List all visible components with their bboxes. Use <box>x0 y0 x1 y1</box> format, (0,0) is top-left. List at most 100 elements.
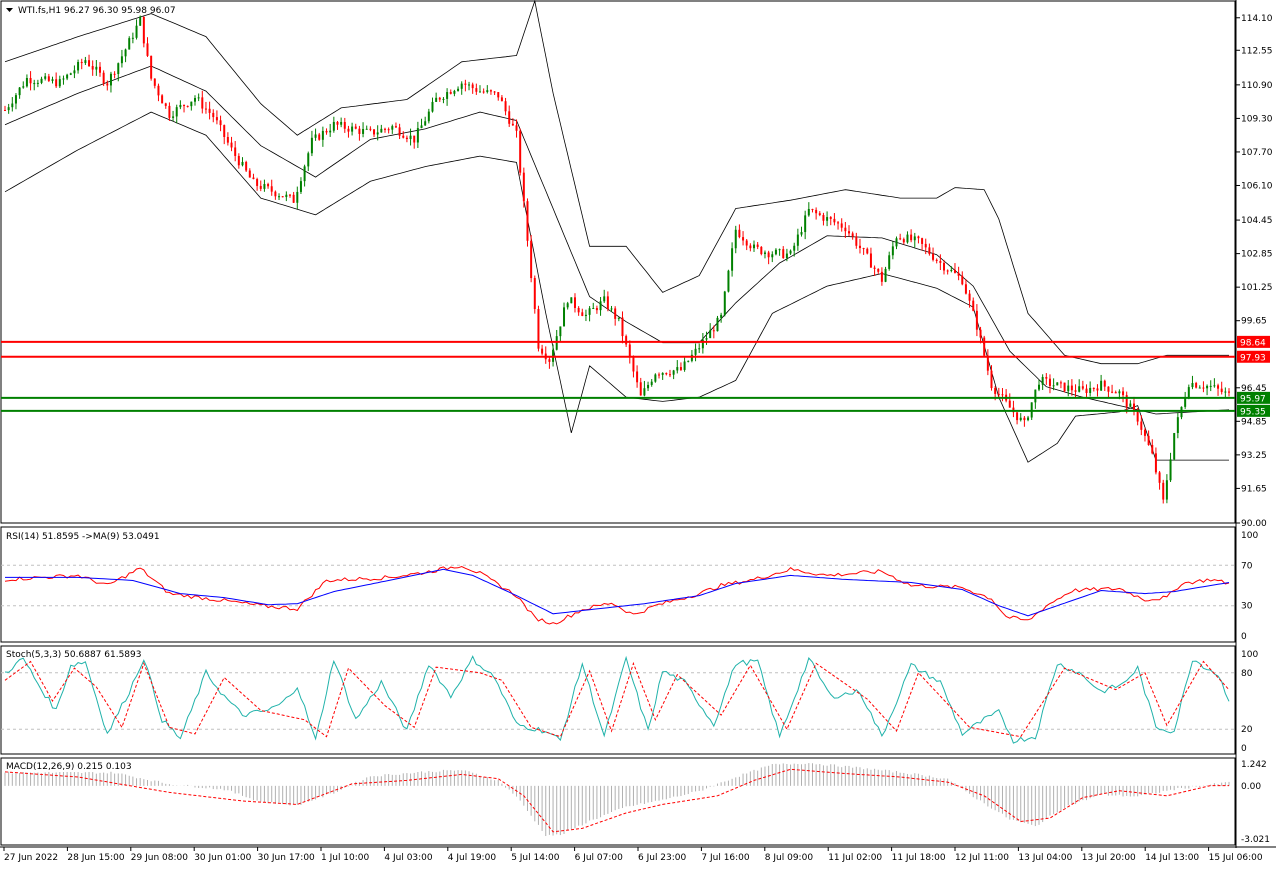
time-tick-label: 4 Jul 03:00 <box>384 853 433 863</box>
candle-bull <box>1198 387 1201 389</box>
candle-bull <box>1129 403 1132 407</box>
candle-bull <box>763 252 766 255</box>
candle-bull <box>588 308 591 315</box>
candle-bear <box>932 253 935 260</box>
price-tick-label: 114.10 <box>1241 14 1273 24</box>
candle-bull <box>683 361 686 370</box>
candle-bull <box>617 317 620 319</box>
candle-bull <box>453 90 456 94</box>
candle-bull <box>913 236 916 241</box>
candle-bull <box>807 208 810 216</box>
candle-bull <box>124 49 127 57</box>
candle-bear <box>855 236 858 246</box>
candle-bull <box>1052 385 1055 387</box>
macd-axis-label: 0.00 <box>1241 782 1261 792</box>
candle-bear <box>405 137 408 140</box>
dropdown-triangle-icon[interactable] <box>6 8 13 12</box>
candle-bull <box>263 184 266 189</box>
candle-bear <box>1158 472 1161 483</box>
candle-bear <box>665 372 668 375</box>
candle-bear <box>475 88 478 92</box>
candle-bull <box>40 78 43 83</box>
candle-bear <box>679 367 682 370</box>
price-tick-label: 93.25 <box>1241 451 1267 461</box>
candle-bull <box>457 88 460 91</box>
candle-bull <box>1089 387 1092 394</box>
candle-bull <box>296 191 299 203</box>
candle-bull <box>1224 391 1227 393</box>
candle-bear <box>4 110 6 112</box>
candle-bull <box>778 249 781 251</box>
candle-bear <box>844 227 847 232</box>
candle-bull <box>190 101 193 107</box>
candle-bull <box>610 308 613 310</box>
rsi-axis-label: 100 <box>1241 531 1258 541</box>
candle-bear <box>394 126 397 128</box>
candle-bear <box>1217 385 1220 389</box>
candle-bear <box>541 348 544 354</box>
candle-bear <box>829 217 832 219</box>
candle-bear <box>226 136 229 143</box>
candle-bear <box>102 72 105 84</box>
time-tick-label: 15 Jul 06:00 <box>1209 853 1263 863</box>
candle-bear <box>325 130 328 133</box>
candle-bull <box>731 248 734 271</box>
stoch-axis-label: 100 <box>1241 650 1258 660</box>
rsi-ma-line <box>5 568 1230 617</box>
candle-bull <box>1180 406 1183 418</box>
candle-bear <box>968 293 971 301</box>
candle-bull <box>62 78 65 80</box>
candle-bear <box>1143 429 1146 436</box>
candle-bull <box>774 249 777 255</box>
candle-bull <box>18 87 21 96</box>
candle-bear <box>471 84 474 89</box>
candle-bear <box>972 300 975 311</box>
candle-bull <box>332 121 335 131</box>
candle-bear <box>91 66 94 70</box>
candle-bear <box>1016 412 1019 421</box>
candle-bear <box>848 231 851 234</box>
price-tick-label: 102.85 <box>1241 250 1273 260</box>
candle-bear <box>658 374 661 376</box>
macd-axis-label: -3.021 <box>1241 835 1270 845</box>
candle-bear <box>837 222 840 224</box>
candle-bull <box>36 82 39 84</box>
time-tick-label: 8 Jul 09:00 <box>765 853 814 863</box>
candle-bull <box>1041 376 1044 385</box>
candle-bull <box>804 215 807 233</box>
time-tick-label: 1 Jul 10:00 <box>321 853 370 863</box>
candle-bear <box>219 120 222 126</box>
candle-bear <box>738 229 741 238</box>
bollinger-middle-line <box>4 65 1230 415</box>
candle-bear <box>990 370 993 389</box>
candle-bear <box>1111 391 1114 393</box>
candle-bear <box>106 83 109 86</box>
level-tag-97.93 <box>1237 350 1270 363</box>
rsi-axis-label: 70 <box>1241 561 1253 571</box>
candle-bull <box>131 37 134 39</box>
candle-bull <box>1176 417 1179 434</box>
candle-bull <box>278 196 281 198</box>
candle-bear <box>1070 385 1073 391</box>
candle-bear <box>530 240 533 279</box>
candle-bear <box>252 177 255 180</box>
candle-bull <box>299 181 302 192</box>
candle-bear <box>782 249 785 259</box>
candle-bull <box>1067 385 1070 392</box>
candle-bull <box>329 130 332 133</box>
price-tick-label: 101.25 <box>1241 283 1273 293</box>
candle-bull <box>66 74 69 79</box>
candle-bear <box>1114 392 1117 394</box>
candle-bear <box>910 234 913 241</box>
candle-bull <box>95 66 98 70</box>
candle-bull <box>1118 391 1121 394</box>
level-tag-95.35 <box>1237 404 1270 417</box>
candle-bear <box>961 275 964 285</box>
candle-bear <box>387 129 390 131</box>
candle-bear <box>98 66 101 73</box>
candle-bear <box>858 245 861 249</box>
candle-bull <box>44 76 47 79</box>
candle-bear <box>939 260 942 263</box>
time-tick-label: 11 Jul 18:00 <box>892 853 946 863</box>
candle-bull <box>559 326 562 337</box>
